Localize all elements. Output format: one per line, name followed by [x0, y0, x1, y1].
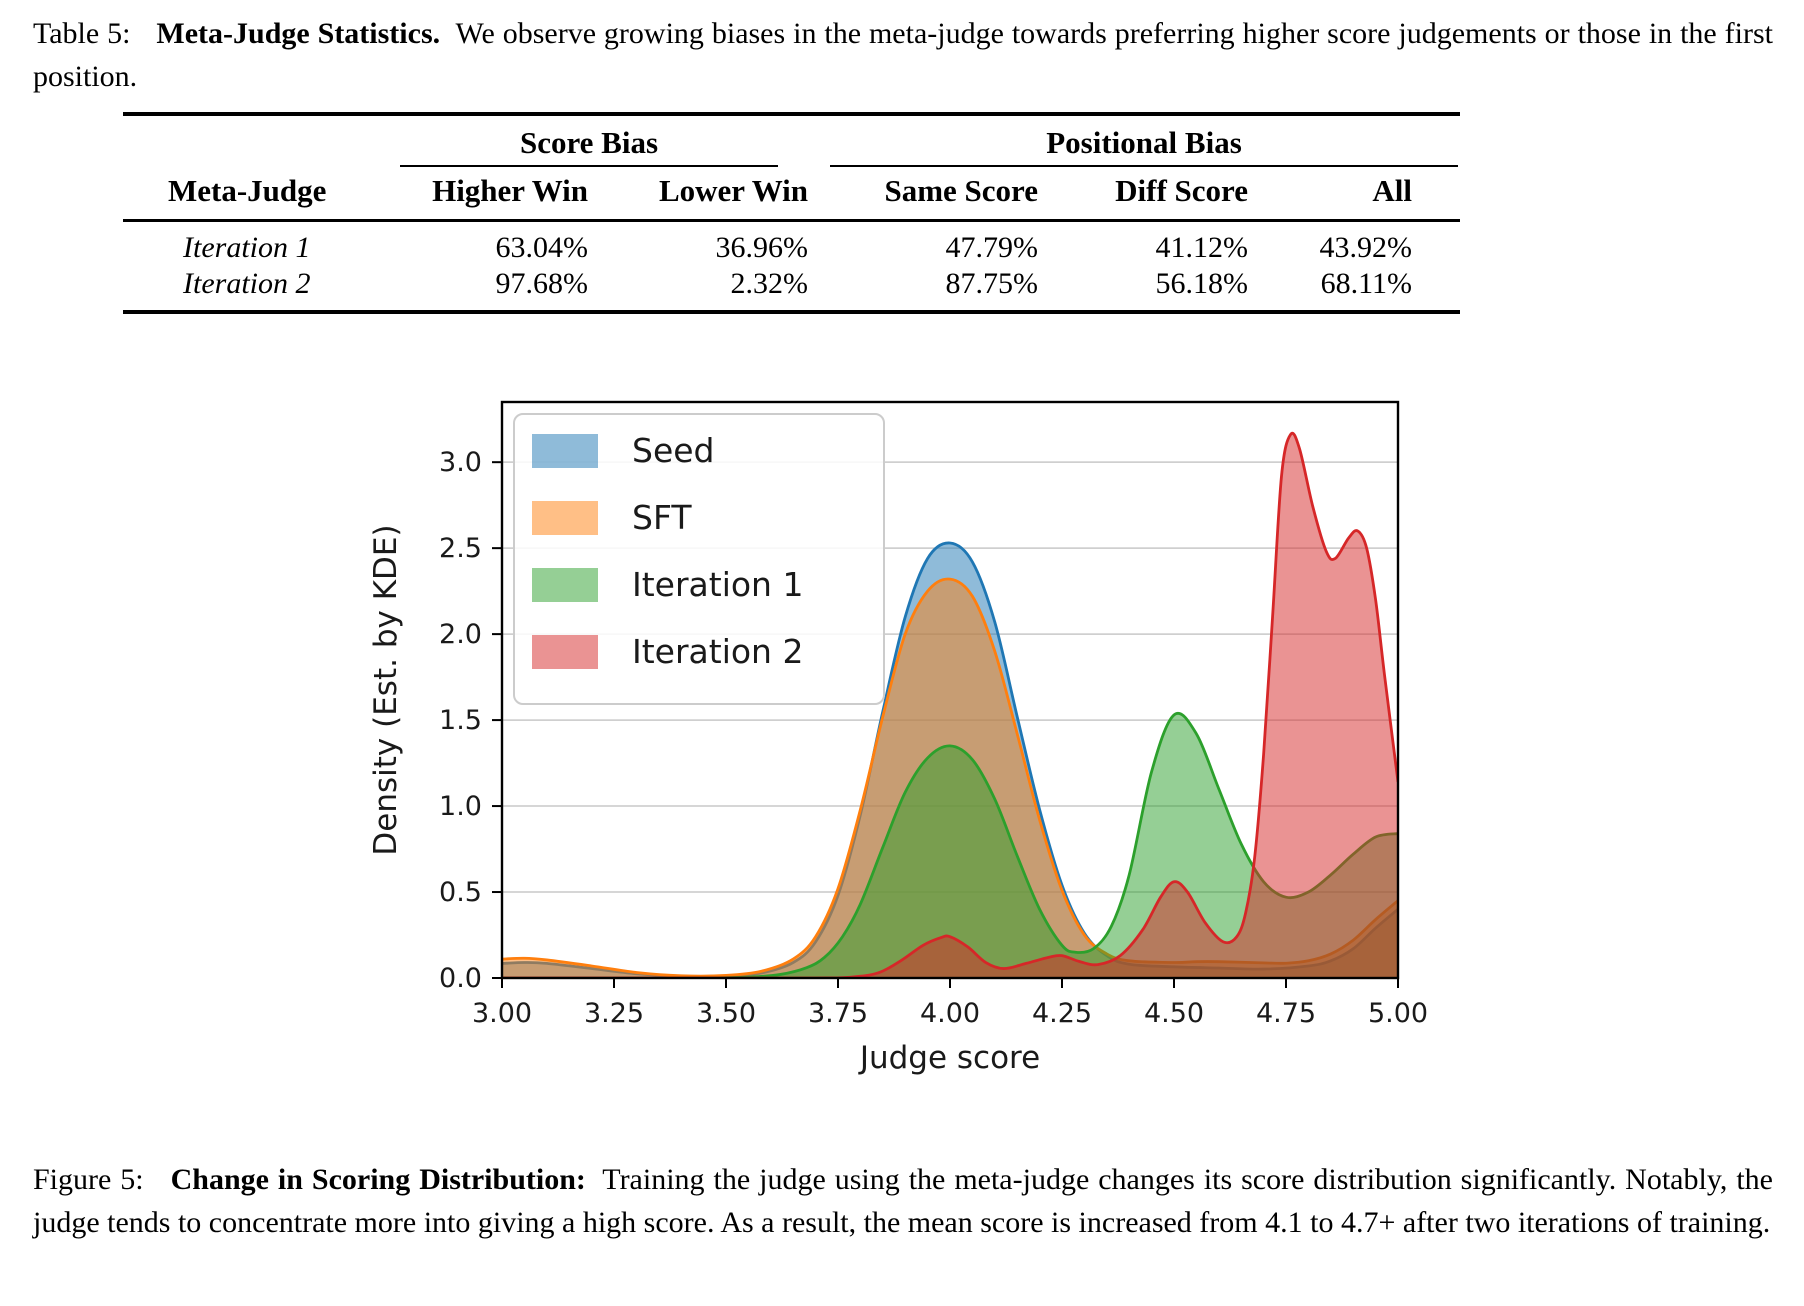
table-group-empty [123, 114, 388, 167]
x-tick-label: 3.25 [584, 998, 644, 1029]
meta-judge-table: Score Bias Positional Bias Meta-Judge Hi… [123, 112, 1461, 314]
legend-label-seed: Seed [632, 431, 715, 470]
x-tick-label: 4.75 [1256, 998, 1316, 1029]
cell-same-score: 87.75% [945, 267, 1039, 300]
figure-caption-text: Training the judge using the meta-judge … [33, 1163, 1773, 1239]
figure-caption-title: Change in Scoring Distribution: [170, 1163, 586, 1196]
col-header-higher-win: Higher Win [388, 167, 598, 222]
col-header-same-score: Same Score [818, 167, 1048, 222]
x-axis-label: Judge score [858, 1040, 1040, 1076]
y-tick-label: 0.0 [439, 963, 482, 994]
y-tick-label: 2.5 [439, 533, 482, 564]
x-tick-label: 4.50 [1144, 998, 1204, 1029]
kde-chart: 3.00 3.25 3.50 3.75 4.00 4.25 4.50 4.75 5.00 0.0 0… [368, 400, 1428, 1076]
table-caption: Table 5: Meta-Judge Statistics. We obser… [33, 12, 1773, 98]
table-row-iteration-2: Iteration 2 97.68% 2.32% 87.75% 56.18% 6… [123, 266, 1460, 312]
x-tick-label: 5.00 [1368, 998, 1428, 1029]
legend: Seed SFT Iteration 1 Iteration 2 [513, 413, 885, 705]
figure-caption-prefix: Figure 5: [33, 1163, 144, 1196]
cell-all: 68.11% [1320, 267, 1413, 300]
legend-swatch-iteration-1 [532, 568, 598, 602]
y-tick-label: 1.0 [439, 791, 482, 822]
table-column-header-row: Meta-Judge Higher Win Lower Win Same Sco… [123, 167, 1461, 222]
legend-swatch-seed [532, 434, 598, 468]
cell-diff-score: 56.18% [1155, 267, 1249, 300]
table-row-iteration-1: Iteration 1 63.04% 36.96% 47.79% 41.12% … [123, 221, 1460, 267]
col-header-all: All [1258, 167, 1461, 222]
col-header-meta-judge: Meta-Judge [123, 167, 388, 222]
table-group-positional-bias: Positional Bias [818, 114, 1460, 167]
cell-higher-win: 63.04% [495, 231, 589, 264]
col-header-diff-score: Diff Score [1048, 167, 1258, 222]
x-tick-label: 4.25 [1032, 998, 1092, 1029]
legend-label-iteration-1: Iteration 1 [632, 565, 803, 604]
y-tick-label: 2.0 [439, 619, 482, 650]
legend-box [513, 413, 885, 705]
table-group-score-bias: Score Bias [388, 114, 818, 167]
y-tick-label: 3.0 [439, 447, 482, 478]
y-tick-label: 0.5 [439, 877, 482, 908]
y-axis-label: Density (Est. by KDE) [368, 524, 404, 855]
row-label: Iteration 1 [183, 231, 311, 264]
iteration-2-line [502, 431, 1398, 978]
legend-swatch-iteration-2 [532, 635, 598, 669]
legend-swatch-sft [532, 501, 598, 535]
table-group-header-row: Score Bias Positional Bias [123, 114, 1460, 167]
cell-same-score: 47.79% [945, 231, 1039, 264]
cell-lower-win: 2.32% [730, 267, 809, 300]
row-label: Iteration 2 [183, 267, 311, 300]
col-header-lower-win: Lower Win [598, 167, 818, 222]
cell-all: 43.92% [1319, 231, 1413, 264]
cell-diff-score: 41.12% [1155, 231, 1249, 264]
cell-higher-win: 97.68% [495, 267, 589, 300]
cell-lower-win: 36.96% [715, 231, 809, 264]
y-tick-label: 1.5 [439, 705, 482, 736]
meta-judge-table-wrapper: Score Bias Positional Bias Meta-Judge Hi… [123, 112, 1461, 314]
legend-label-iteration-2: Iteration 2 [632, 632, 803, 671]
x-tick-label: 3.50 [696, 998, 756, 1029]
x-tick-label: 3.00 [472, 998, 532, 1029]
x-tick-label: 4.00 [920, 998, 980, 1029]
table-caption-text: We observe growing biases in the meta-ju… [33, 17, 1774, 93]
figure-caption: Figure 5: Change in Scoring Distribution… [33, 1158, 1773, 1244]
x-tick-label: 3.75 [808, 998, 868, 1029]
table-caption-prefix: Table 5: [33, 17, 131, 50]
table-caption-title: Meta-Judge Statistics. [156, 17, 441, 50]
legend-label-sft: SFT [632, 498, 692, 537]
